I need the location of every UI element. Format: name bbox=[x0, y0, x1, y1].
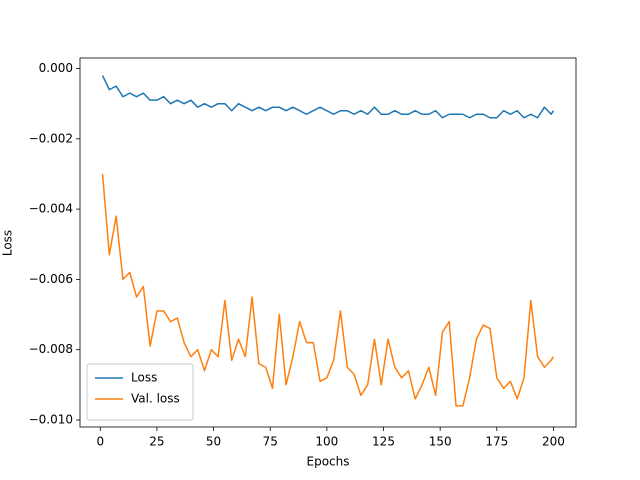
x-tick-label: 175 bbox=[485, 435, 508, 449]
x-tick-label: 25 bbox=[149, 435, 164, 449]
y-axis-label: Loss bbox=[1, 230, 15, 256]
legend-label: Loss bbox=[131, 371, 157, 385]
line-series bbox=[101, 75, 555, 119]
y-tick-label: −0.008 bbox=[29, 342, 73, 356]
x-tick-label: 50 bbox=[206, 435, 221, 449]
x-tick-label: 0 bbox=[96, 435, 104, 449]
line-series bbox=[101, 173, 555, 407]
y-tick-label: −0.006 bbox=[29, 272, 73, 286]
y-tick-label: −0.002 bbox=[29, 131, 73, 145]
y-tick-label: 0.000 bbox=[39, 61, 73, 75]
axes-frame bbox=[79, 57, 577, 428]
y-tick-label: −0.010 bbox=[29, 412, 73, 426]
x-tick-label: 150 bbox=[429, 435, 452, 449]
x-tick-label: 200 bbox=[542, 435, 565, 449]
x-tick-label: 125 bbox=[372, 435, 395, 449]
x-axis-label: Epochs bbox=[307, 455, 350, 469]
x-tick-label: 75 bbox=[263, 435, 278, 449]
legend-label: Val. loss bbox=[131, 392, 180, 406]
y-tick-label: −0.004 bbox=[29, 202, 73, 216]
x-tick-label: 100 bbox=[315, 435, 338, 449]
